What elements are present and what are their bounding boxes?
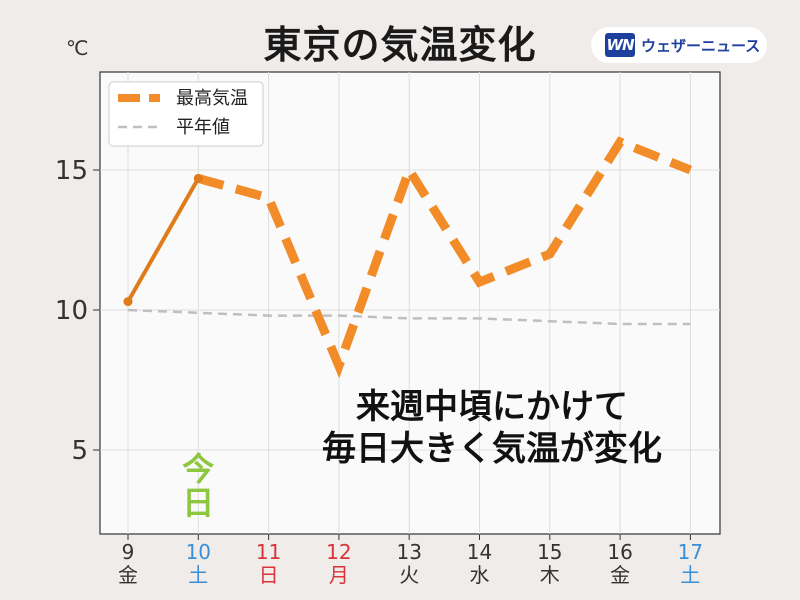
y-tick-label: 15 — [55, 156, 88, 186]
series-line-max-observed — [126, 177, 201, 303]
weathernews-logo: WN ウェザーニュース — [591, 27, 767, 63]
weathernews-logo-mark: WN — [605, 33, 635, 57]
chart-annotation-line: 来週中頃にかけて — [356, 387, 628, 427]
x-tick-weekday: 水 — [470, 563, 490, 587]
series-line-max-forecast — [197, 136, 693, 379]
weathernews-logo-text: ウェザーニュース — [641, 36, 761, 55]
x-tick-day: 9 — [122, 540, 135, 564]
x-tick-day: 11 — [256, 540, 281, 564]
chart-annotation-line: 毎日大きく気温が変化 — [322, 429, 662, 469]
x-tick-weekday: 月 — [329, 563, 349, 587]
x-tick-weekday: 金 — [118, 563, 138, 587]
x-tick-weekday: 金 — [610, 563, 630, 587]
today-marker-label: 今 — [182, 450, 214, 488]
x-tick-day: 16 — [607, 540, 632, 564]
series-layer — [123, 136, 693, 379]
x-tick-weekday: 日 — [259, 563, 279, 587]
x-tick-day: 10 — [186, 540, 211, 564]
series-point-max-observed — [123, 297, 133, 307]
today-marker-label: 日 — [182, 484, 214, 522]
x-tick-day: 15 — [537, 540, 562, 564]
series-line-normal — [127, 308, 691, 326]
grid — [100, 72, 720, 534]
page-title: 東京の気温変化 — [263, 23, 537, 67]
legend-label-normal: 平年値 — [176, 117, 230, 138]
x-tick-weekday: 土 — [188, 563, 208, 587]
legend-label-max: 最高気温 — [176, 88, 248, 109]
x-tick-day: 17 — [678, 540, 703, 564]
x-tick-day: 13 — [396, 540, 421, 564]
x-tick-weekday: 火 — [399, 563, 419, 587]
x-tick-day: 14 — [467, 540, 492, 564]
x-tick-weekday: 土 — [680, 563, 700, 587]
y-tick-label: 10 — [55, 296, 88, 326]
x-tick-weekday: 木 — [540, 563, 560, 587]
series-point-max-observed — [193, 173, 203, 183]
y-tick-label: 5 — [71, 436, 88, 466]
x-tick-day: 12 — [326, 540, 351, 564]
legend-box — [108, 81, 264, 147]
y-axis-unit: ℃ — [66, 36, 89, 60]
